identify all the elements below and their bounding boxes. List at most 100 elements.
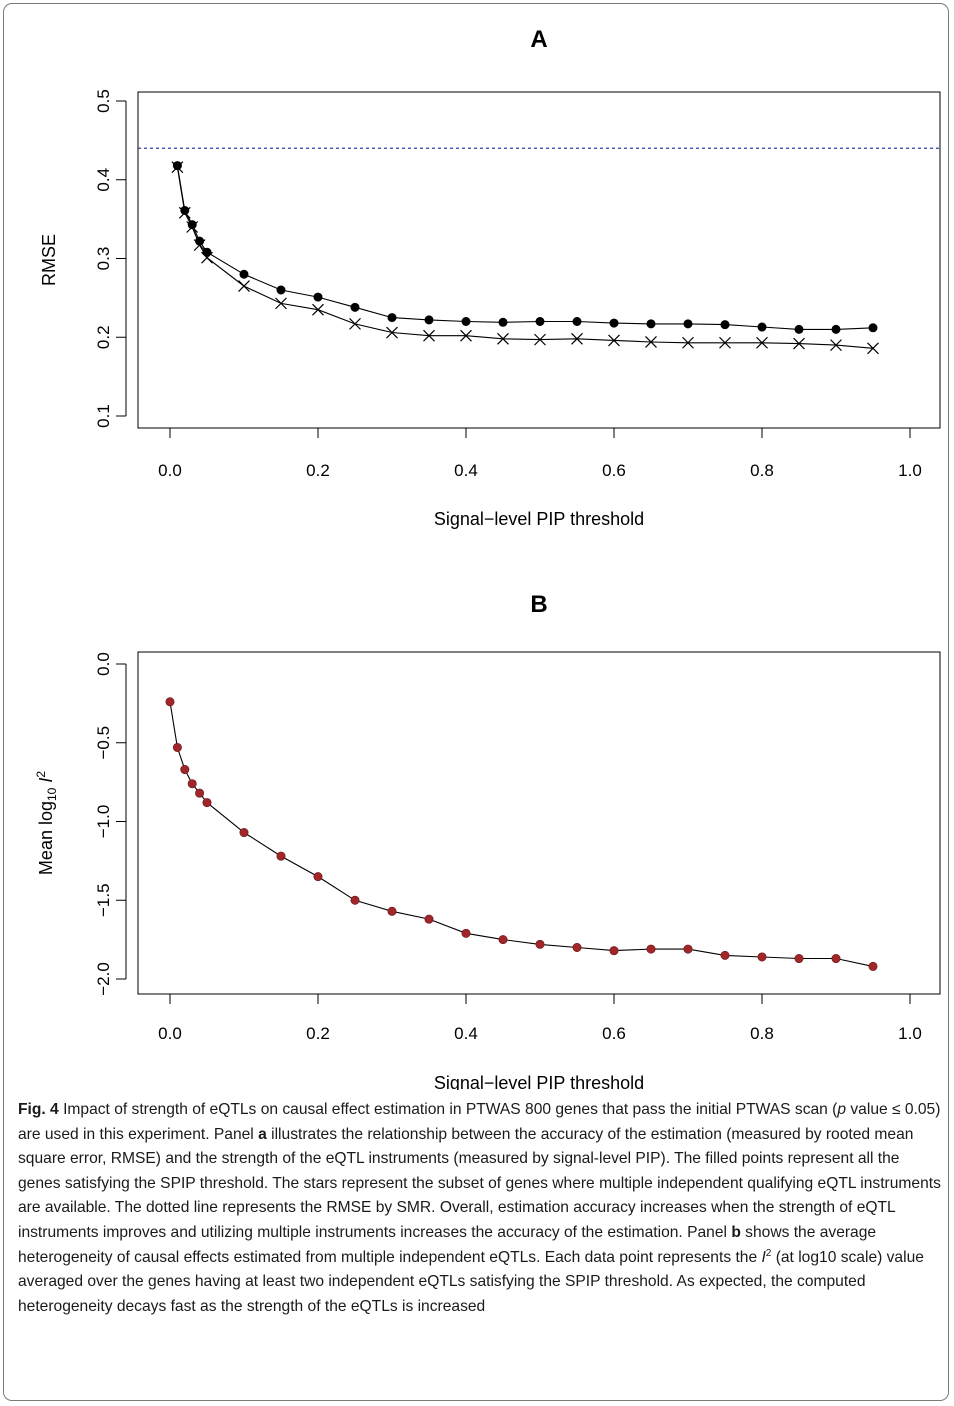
caption-label: Fig. 4 bbox=[18, 1101, 59, 1118]
cross-point bbox=[497, 332, 509, 345]
figure-canvas: A 0.0 0.2 0.4 0.6 0.8 1.0 Signal−level PIP thre… bbox=[34, 26, 941, 1090]
x-axis-label: Signal−level PIP threshold bbox=[434, 1073, 644, 1090]
data-point bbox=[572, 316, 582, 326]
cross-point bbox=[312, 303, 324, 316]
x-tick-label: 0.2 bbox=[306, 1024, 330, 1043]
data-point bbox=[831, 324, 841, 334]
x-tick-label: 0.0 bbox=[158, 1024, 182, 1043]
y-axis-label-part: 10 bbox=[45, 787, 59, 801]
cross-point bbox=[201, 251, 213, 264]
x-tick-label: 1.0 bbox=[898, 1024, 922, 1043]
cross-point bbox=[238, 280, 250, 292]
data-point bbox=[239, 828, 249, 838]
panel-A-title: A bbox=[530, 26, 547, 53]
x-tick-label: 0.4 bbox=[454, 461, 478, 480]
data-point bbox=[387, 906, 397, 916]
cross-point bbox=[571, 332, 583, 345]
data-point bbox=[572, 942, 582, 952]
data-point bbox=[239, 269, 249, 279]
data-point bbox=[646, 319, 656, 329]
data-point bbox=[498, 935, 508, 945]
x-tick-label: 0.8 bbox=[750, 461, 774, 480]
data-point bbox=[313, 872, 323, 882]
y-tick-label: −0.5 bbox=[94, 726, 113, 760]
y-tick-label: 0.4 bbox=[94, 168, 113, 192]
y-tick-label: −1.0 bbox=[94, 805, 113, 839]
x-tick-label: 0.6 bbox=[602, 461, 626, 480]
figure-caption: Fig. 4 Impact of strength of eQTLs on ca… bbox=[18, 1098, 946, 1319]
data-point bbox=[868, 961, 878, 971]
x-tick-label: 0.0 bbox=[158, 461, 182, 480]
data-point bbox=[461, 928, 471, 938]
data-point bbox=[683, 944, 693, 954]
x-tick-label: 0.6 bbox=[602, 1024, 626, 1043]
cross-point bbox=[793, 337, 805, 350]
data-point bbox=[180, 765, 190, 775]
caption-part: b bbox=[731, 1223, 741, 1241]
data-point bbox=[387, 313, 397, 323]
panel-B-title: B bbox=[530, 591, 547, 618]
plot-frame bbox=[137, 91, 941, 429]
cross-point bbox=[534, 333, 546, 346]
y-axis-label: RMSE bbox=[39, 234, 59, 286]
cross-point bbox=[682, 336, 694, 349]
series-1-line bbox=[169, 701, 874, 967]
data-point bbox=[350, 895, 360, 905]
data-point bbox=[187, 779, 197, 789]
data-point bbox=[609, 318, 619, 328]
caption-part: I bbox=[761, 1248, 766, 1266]
caption-part: shows the average heterogeneity of causa… bbox=[18, 1223, 877, 1266]
data-point bbox=[535, 939, 545, 949]
data-point bbox=[868, 323, 878, 333]
cross-point bbox=[386, 326, 398, 339]
cross-point bbox=[460, 329, 472, 342]
caption-part: illustrates the relationship between the… bbox=[18, 1125, 941, 1241]
y-axis-label-part: I bbox=[36, 778, 56, 783]
y-axis-label: Mean log10 I2 bbox=[34, 771, 60, 875]
data-point bbox=[350, 302, 360, 312]
x-tick-label: 0.2 bbox=[306, 461, 330, 480]
y-tick-label: 0.1 bbox=[94, 404, 113, 428]
cross-point bbox=[608, 334, 620, 347]
cross-point bbox=[171, 161, 184, 174]
cross-point bbox=[645, 336, 657, 348]
data-point bbox=[313, 292, 323, 302]
data-point bbox=[831, 954, 841, 964]
data-point bbox=[757, 322, 767, 332]
y-tick-label: 0.3 bbox=[94, 247, 113, 271]
data-point bbox=[424, 315, 434, 325]
cross-point bbox=[275, 297, 287, 310]
cross-point bbox=[756, 336, 768, 349]
data-point bbox=[535, 316, 545, 326]
caption-part: 2 bbox=[765, 1247, 772, 1259]
data-point bbox=[646, 944, 656, 954]
data-point bbox=[424, 914, 434, 924]
caption-part: a bbox=[258, 1125, 267, 1143]
cross-point bbox=[193, 239, 206, 252]
data-point bbox=[794, 324, 804, 334]
caption-text: Impact of strength of eQTLs on causal ef… bbox=[18, 1101, 941, 1315]
data-point bbox=[720, 320, 730, 330]
cross-point bbox=[830, 339, 842, 352]
data-point bbox=[609, 946, 619, 956]
x-tick-label: 1.0 bbox=[898, 461, 922, 480]
cross-point bbox=[186, 221, 199, 233]
data-point bbox=[276, 851, 286, 861]
caption-part: value ≤ 0.05) are used in this experimen… bbox=[18, 1101, 941, 1143]
data-point bbox=[498, 317, 508, 327]
figure-frame bbox=[3, 3, 949, 1401]
data-point bbox=[794, 954, 804, 964]
cross-point bbox=[719, 336, 731, 349]
caption-part: p bbox=[837, 1101, 847, 1118]
caption-part: (at log10 scale) value averaged over the… bbox=[18, 1248, 924, 1315]
y-tick-label: 0.5 bbox=[94, 89, 113, 113]
x-axis-label: Signal−level PIP threshold bbox=[434, 509, 644, 529]
data-point bbox=[165, 697, 175, 707]
y-tick-label: 0.0 bbox=[94, 652, 113, 676]
y-tick-label: −1.5 bbox=[94, 883, 113, 917]
caption-part: Impact of strength of eQTLs on causal ef… bbox=[63, 1101, 838, 1118]
data-point bbox=[202, 798, 212, 808]
cross-point bbox=[423, 329, 435, 342]
cross-point bbox=[178, 206, 191, 219]
data-point bbox=[720, 950, 730, 960]
